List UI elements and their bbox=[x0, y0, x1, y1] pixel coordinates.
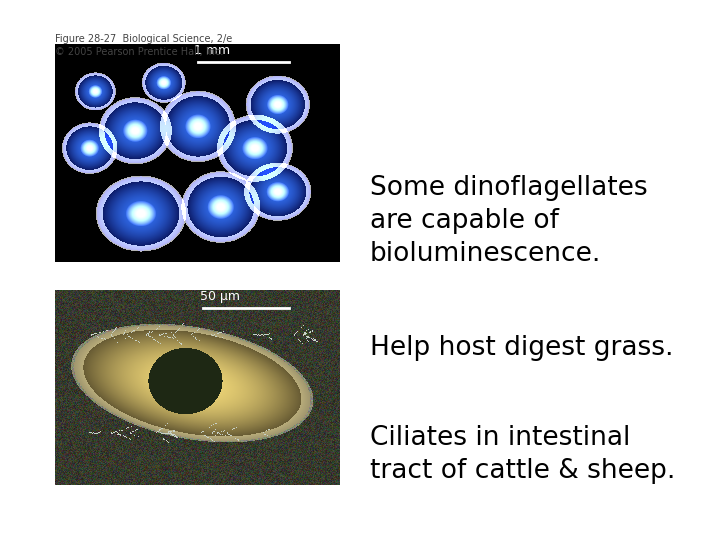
Text: Help host digest grass.: Help host digest grass. bbox=[370, 335, 673, 361]
Text: Figure 28-27  Biological Science, 2/e
© 2005 Pearson Prentice Hall, Inc.: Figure 28-27 Biological Science, 2/e © 2… bbox=[55, 34, 233, 57]
Text: 1 mm: 1 mm bbox=[194, 44, 230, 57]
Text: Some dinoflagellates
are capable of
bioluminescence.: Some dinoflagellates are capable of biol… bbox=[370, 175, 647, 267]
Text: Ciliates in intestinal
tract of cattle & sheep.: Ciliates in intestinal tract of cattle &… bbox=[370, 425, 675, 484]
Text: 50 μm: 50 μm bbox=[200, 290, 240, 303]
